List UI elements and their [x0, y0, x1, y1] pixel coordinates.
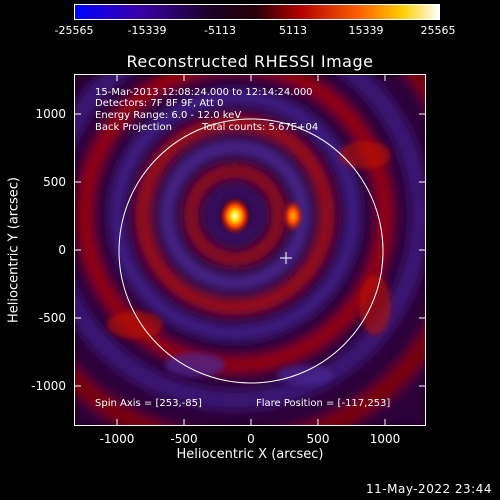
solar-limb-circle — [118, 118, 384, 384]
time-range-text: 15-Mar-2013 12:08:24.000 to 12:14:24.000 — [95, 87, 313, 98]
colorbar-tick-label: -25565 — [54, 24, 94, 37]
colorbar-tick-label: 5113 — [279, 24, 307, 37]
energy-range-text: Energy Range: 6.0 - 12.0 keV — [95, 110, 242, 121]
colorbar-tick-label: 15339 — [348, 24, 384, 37]
x-tick-label: -500 — [170, 432, 198, 446]
colorbar-tick-label: -15339 — [127, 24, 167, 37]
y-tick-label: 1000 — [35, 107, 66, 121]
rhessi-image — [75, 75, 425, 425]
x-tick-label: 0 — [247, 432, 255, 446]
method-text: Back Projection — [95, 122, 172, 133]
x-tick-label: 500 — [306, 432, 330, 446]
solar-image-plot — [74, 74, 426, 426]
total-counts-text: Total counts: 5.67E+04 — [202, 122, 319, 133]
colorbar-tick-label: -5113 — [204, 24, 236, 37]
x-axis-label: Heliocentric X (arcsec) — [176, 447, 324, 462]
flare-source-secondary — [282, 199, 304, 233]
plot-title: Reconstructed RHESSI Image — [126, 52, 374, 71]
y-tick-label: 0 — [58, 243, 66, 257]
x-tick-label: 1000 — [369, 432, 401, 446]
flare-position-text: Flare Position = [-117,253] — [256, 398, 391, 409]
flare-source-main — [219, 197, 251, 235]
spin-axis-marker — [280, 252, 292, 264]
y-tick-label: -500 — [38, 311, 66, 325]
timestamp: 11-May-2022 23:44 — [366, 482, 492, 496]
colorbar — [74, 4, 440, 20]
spin-axis-text: Spin Axis = [253,-85] — [95, 398, 202, 409]
detectors-text: Detectors: 7F 8F 9F, Att 0 — [95, 98, 224, 109]
y-tick-label: -1000 — [31, 379, 66, 393]
y-tick-label: 500 — [43, 175, 66, 189]
y-axis-label: Heliocentric Y (arcsec) — [6, 177, 22, 323]
x-tick-label: -1000 — [99, 432, 135, 446]
colorbar-tick-label: 25565 — [420, 24, 456, 37]
